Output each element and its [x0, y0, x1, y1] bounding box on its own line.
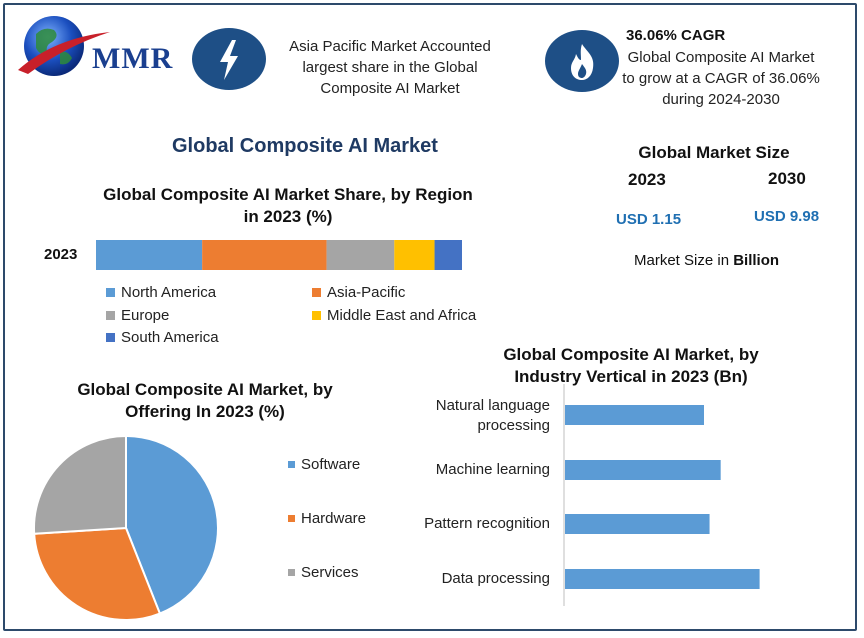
asia-pacific-note: Asia Pacific Market Accounted largest sh… — [289, 38, 491, 97]
industry-label-pattern-recognition: Pattern recognition — [424, 515, 550, 532]
legend-item-hardware: Hardware — [288, 510, 366, 527]
legend-swatch-europe — [106, 311, 115, 320]
industry-bar-data-processing — [565, 569, 760, 589]
legend-item-services: Services — [288, 564, 359, 581]
legend-swatch-asia-pacific — [312, 288, 321, 297]
legend-item-north-america: North America — [106, 284, 216, 301]
region-bar-segment-asia-pacific — [202, 240, 327, 270]
pie-slice-services — [33, 434, 127, 535]
pie-slice-hardware — [33, 526, 162, 621]
mmr-logo: MMR — [14, 12, 174, 82]
market-size-title: Global Market Size — [638, 143, 790, 162]
flame-badge — [545, 30, 619, 92]
region-stacked-bar — [96, 240, 462, 270]
legend-swatch-software — [288, 461, 295, 468]
market-year-2023: 2023 — [628, 170, 666, 189]
cagr-title: 36.06% CAGR — [626, 27, 726, 44]
industry-bar-natural-language-processing — [565, 405, 704, 425]
legend-label-middle-east-africa: Middle East and Africa — [327, 307, 477, 324]
industry-label-machine-learning: Machine learning — [435, 461, 550, 478]
region-bar-segment-south-america — [434, 240, 462, 270]
market-size-unit: Market Size in Billion — [634, 252, 779, 269]
cagr-description: Global Composite AI Market to grow at a … — [622, 49, 820, 108]
legend-item-europe: Europe — [106, 307, 169, 324]
legend-label-services: Services — [301, 564, 359, 581]
offering-pie-chart — [33, 434, 219, 621]
logo-text: MMR — [92, 42, 174, 75]
lightning-badge — [192, 28, 266, 90]
legend-item-middle-east-africa: Middle East and Africa — [312, 307, 476, 324]
industry-label-data-processing: Data processing — [441, 570, 550, 587]
legend-item-south-america: South America — [106, 329, 219, 346]
region-chart-title: Global Composite AI Market Share, by Reg… — [103, 185, 473, 226]
industry-chart-title: Global Composite AI Market, by Industry … — [503, 345, 759, 386]
industry-bar-machine-learning — [565, 460, 721, 480]
legend-item-software: Software — [288, 456, 360, 473]
region-legend: North America Asia-Pacific Europe Middle… — [106, 284, 526, 350]
flame-icon — [571, 44, 594, 80]
legend-swatch-middle-east-africa — [312, 311, 321, 320]
market-size-unit-bold: Billion — [733, 252, 780, 269]
region-bar-segment-europe — [326, 240, 395, 270]
legend-swatch-south-america — [106, 333, 115, 342]
legend-label-asia-pacific: Asia-Pacific — [327, 284, 406, 301]
legend-swatch-north-america — [106, 288, 115, 297]
main-title: Global Composite AI Market — [172, 135, 438, 157]
offering-chart-title: Global Composite AI Market, by Offering … — [77, 380, 333, 421]
legend-label-europe: Europe — [121, 307, 170, 324]
legend-label-hardware: Hardware — [301, 510, 367, 527]
legend-label-south-america: South America — [121, 329, 219, 346]
infographic-frame — [3, 3, 857, 631]
globe-logo-icon — [18, 16, 110, 76]
region-bar-segment-north-america — [96, 240, 203, 270]
legend-swatch-hardware — [288, 515, 295, 522]
market-value-2023: USD 1.15 — [616, 211, 682, 228]
region-bar-segment-middle-east-and-africa — [394, 240, 435, 270]
market-size-unit-prefix: Market Size in — [634, 252, 734, 269]
industry-label-nlp: Natural language processing — [435, 397, 550, 434]
market-value-2030: USD 9.98 — [754, 208, 820, 225]
lightning-icon — [220, 40, 238, 80]
pie-slice-software — [125, 434, 219, 615]
industry-bar-pattern-recognition — [565, 514, 710, 534]
region-category-label: 2023 — [44, 246, 78, 263]
legend-item-asia-pacific: Asia-Pacific — [312, 284, 405, 301]
legend-label-software: Software — [301, 456, 361, 473]
legend-swatch-services — [288, 569, 295, 576]
legend-label-north-america: North America — [121, 284, 217, 301]
offering-legend: Software Hardware Services — [288, 456, 398, 586]
market-year-2030: 2030 — [768, 169, 806, 188]
industry-bar-chart — [563, 384, 760, 606]
